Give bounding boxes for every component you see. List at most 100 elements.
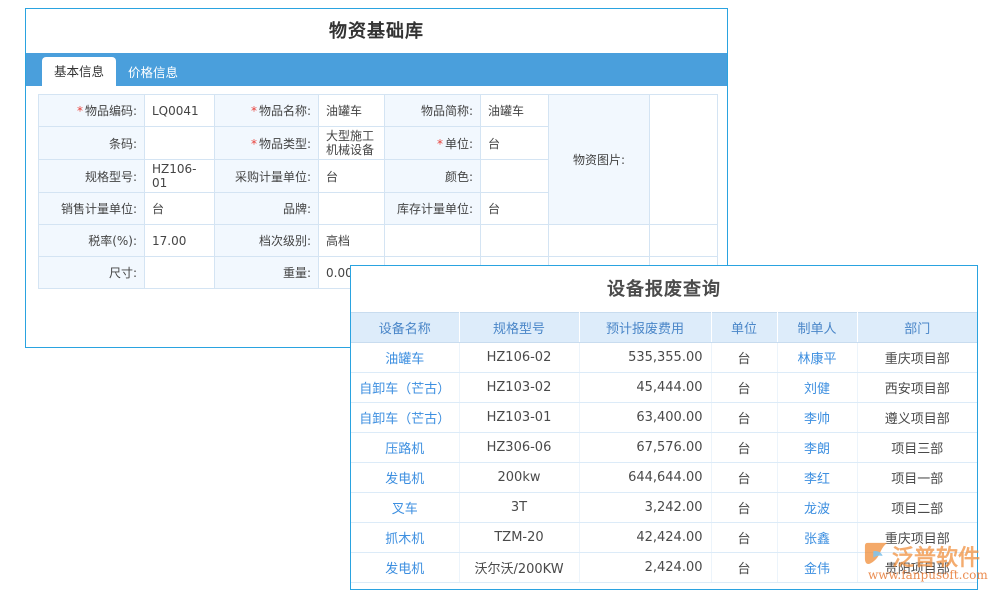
form-container: * 物品编码: LQ0041 * 物品名称: 油罐车 物品简称: 油罐车 物资图片:…: [26, 86, 727, 289]
cell-person[interactable]: 张鑫: [777, 522, 858, 553]
value-size[interactable]: [144, 256, 215, 289]
cell-name[interactable]: 自卸车（芒古）: [351, 402, 460, 433]
material-base-panel: 物资基础库 基本信息 价格信息 * 物品编码: LQ0041 * 物品名称: 油罐车: [25, 8, 728, 348]
cell-dept: 重庆项目部: [857, 342, 977, 373]
value-item-shortname[interactable]: 油罐车: [480, 94, 549, 127]
table-row[interactable]: 发电机 沃尔沃/200KW 2,424.00 台 金伟 贵阳项目部: [351, 552, 977, 583]
value-item-code[interactable]: LQ0041: [144, 94, 215, 127]
cell-name[interactable]: 压路机: [351, 432, 460, 463]
value-sales-unit[interactable]: 台: [144, 192, 215, 225]
label-brand: 品牌:: [214, 192, 319, 225]
column-header-person[interactable]: 制单人: [777, 312, 858, 343]
value-stock-unit[interactable]: 台: [480, 192, 549, 225]
label-item-code: * 物品编码:: [38, 94, 145, 127]
label-grade-level: 档次级别:: [214, 224, 319, 257]
table-row[interactable]: 发电机 200kw 644,644.00 台 李红 项目一部: [351, 462, 977, 493]
spacer-cell: [548, 224, 650, 257]
tab-bar: 基本信息 价格信息: [26, 53, 727, 86]
cell-model: TZM-20: [459, 522, 580, 553]
table-body: 油罐车 HZ106-02 535,355.00 台 林康平 重庆项目部 自卸车（…: [351, 342, 977, 583]
required-star-icon: *: [250, 104, 257, 118]
label-sales-unit: 销售计量单位:: [38, 192, 145, 225]
value-unit[interactable]: 台: [480, 126, 549, 160]
cell-model: HZ103-02: [459, 372, 580, 403]
column-header-model[interactable]: 规格型号: [459, 312, 580, 343]
label-size: 尺寸:: [38, 256, 145, 289]
cell-dept: 项目三部: [857, 432, 977, 463]
required-star-icon: *: [76, 104, 83, 118]
label-stock-unit: 库存计量单位:: [384, 192, 481, 225]
cell-unit: 台: [711, 492, 778, 523]
table-row[interactable]: 叉车 3T 3,242.00 台 龙波 项目二部: [351, 492, 977, 523]
cell-person[interactable]: 李朗: [777, 432, 858, 463]
value-tax-rate[interactable]: 17.00: [144, 224, 215, 257]
tab-price-info[interactable]: 价格信息: [128, 65, 179, 80]
value-color[interactable]: [480, 159, 549, 193]
spacer-cell: [649, 224, 718, 257]
cell-unit: 台: [711, 432, 778, 463]
cell-fee: 67,576.00: [579, 432, 712, 463]
page-title: 物资基础库: [329, 21, 424, 42]
cell-person[interactable]: 李帅: [777, 402, 858, 433]
cell-fee: 2,424.00: [579, 552, 712, 583]
required-star-icon: *: [436, 136, 443, 151]
cell-name[interactable]: 叉车: [351, 492, 460, 523]
table-row[interactable]: 油罐车 HZ106-02 535,355.00 台 林康平 重庆项目部: [351, 342, 977, 373]
value-brand[interactable]: [318, 192, 385, 225]
cell-unit: 台: [711, 552, 778, 583]
label-color: 颜色:: [384, 159, 481, 193]
value-material-image[interactable]: [649, 94, 718, 225]
cell-name[interactable]: 油罐车: [351, 342, 460, 373]
tab-basic-info[interactable]: 基本信息: [42, 57, 117, 86]
cell-model: HZ103-01: [459, 402, 580, 433]
label-material-image: 物资图片:: [548, 94, 650, 225]
label-item-name: * 物品名称:: [214, 94, 319, 127]
required-star-icon: *: [250, 136, 257, 151]
value-barcode[interactable]: [144, 126, 215, 160]
cell-person[interactable]: 林康平: [777, 342, 858, 373]
cell-name[interactable]: 发电机: [351, 462, 460, 493]
form-row-4: 销售计量单位: 台 品牌: 库存计量单位: 台: [38, 192, 718, 225]
cell-dept: 项目二部: [857, 492, 977, 523]
cell-person[interactable]: 金伟: [777, 552, 858, 583]
label-barcode: 条码:: [38, 126, 145, 160]
value-item-type[interactable]: 大型施工机械设备: [318, 126, 385, 160]
table-row[interactable]: 抓木机 TZM-20 42,424.00 台 张鑫 重庆项目部: [351, 522, 977, 553]
column-header-name[interactable]: 设备名称: [351, 312, 460, 343]
cell-fee: 535,355.00: [579, 342, 712, 373]
cell-person[interactable]: 李红: [777, 462, 858, 493]
column-header-unit[interactable]: 单位: [711, 312, 778, 343]
cell-fee: 63,400.00: [579, 402, 712, 433]
cell-name[interactable]: 抓木机: [351, 522, 460, 553]
cell-person[interactable]: 龙波: [777, 492, 858, 523]
value-purchase-unit[interactable]: 台: [318, 159, 385, 193]
cell-fee: 644,644.00: [579, 462, 712, 493]
cell-dept: 项目一部: [857, 462, 977, 493]
column-header-dept[interactable]: 部门: [857, 312, 977, 343]
column-header-fee[interactable]: 预计报废费用: [579, 312, 712, 343]
cell-name[interactable]: 发电机: [351, 552, 460, 583]
table-row[interactable]: 自卸车（芒古） HZ103-02 45,444.00 台 刘健 西安项目部: [351, 372, 977, 403]
table-header-row: 设备名称 规格型号 预计报废费用 单位 制单人 部门: [351, 312, 977, 343]
cell-person[interactable]: 刘健: [777, 372, 858, 403]
value-item-name[interactable]: 油罐车: [318, 94, 385, 127]
label-spec-model: 规格型号:: [38, 159, 145, 193]
form-row-2: 条码: * 物品类型: 大型施工机械设备 * 单位: 台: [38, 126, 718, 160]
form-row-5: 税率(%): 17.00 档次级别: 高档: [38, 224, 718, 257]
cell-unit: 台: [711, 522, 778, 553]
cell-fee: 42,424.00: [579, 522, 712, 553]
table-row[interactable]: 压路机 HZ306-06 67,576.00 台 李朗 项目三部: [351, 432, 977, 463]
value-spec-model[interactable]: HZ106-01: [144, 159, 215, 193]
cell-fee: 3,242.00: [579, 492, 712, 523]
value-grade-level[interactable]: 高档: [318, 224, 385, 257]
material-form-table: * 物品编码: LQ0041 * 物品名称: 油罐车 物品简称: 油罐车 物资图片:…: [38, 94, 718, 289]
cell-name[interactable]: 自卸车（芒古）: [351, 372, 460, 403]
cell-unit: 台: [711, 402, 778, 433]
label-weight: 重量:: [214, 256, 319, 289]
table-row[interactable]: 自卸车（芒古） HZ103-01 63,400.00 台 李帅 遵义项目部: [351, 402, 977, 433]
cell-model: 200kw: [459, 462, 580, 493]
form-row-3: 规格型号: HZ106-01 采购计量单位: 台 颜色:: [38, 159, 718, 193]
spacer-cell: [384, 224, 481, 257]
cell-model: 沃尔沃/200KW: [459, 552, 580, 583]
